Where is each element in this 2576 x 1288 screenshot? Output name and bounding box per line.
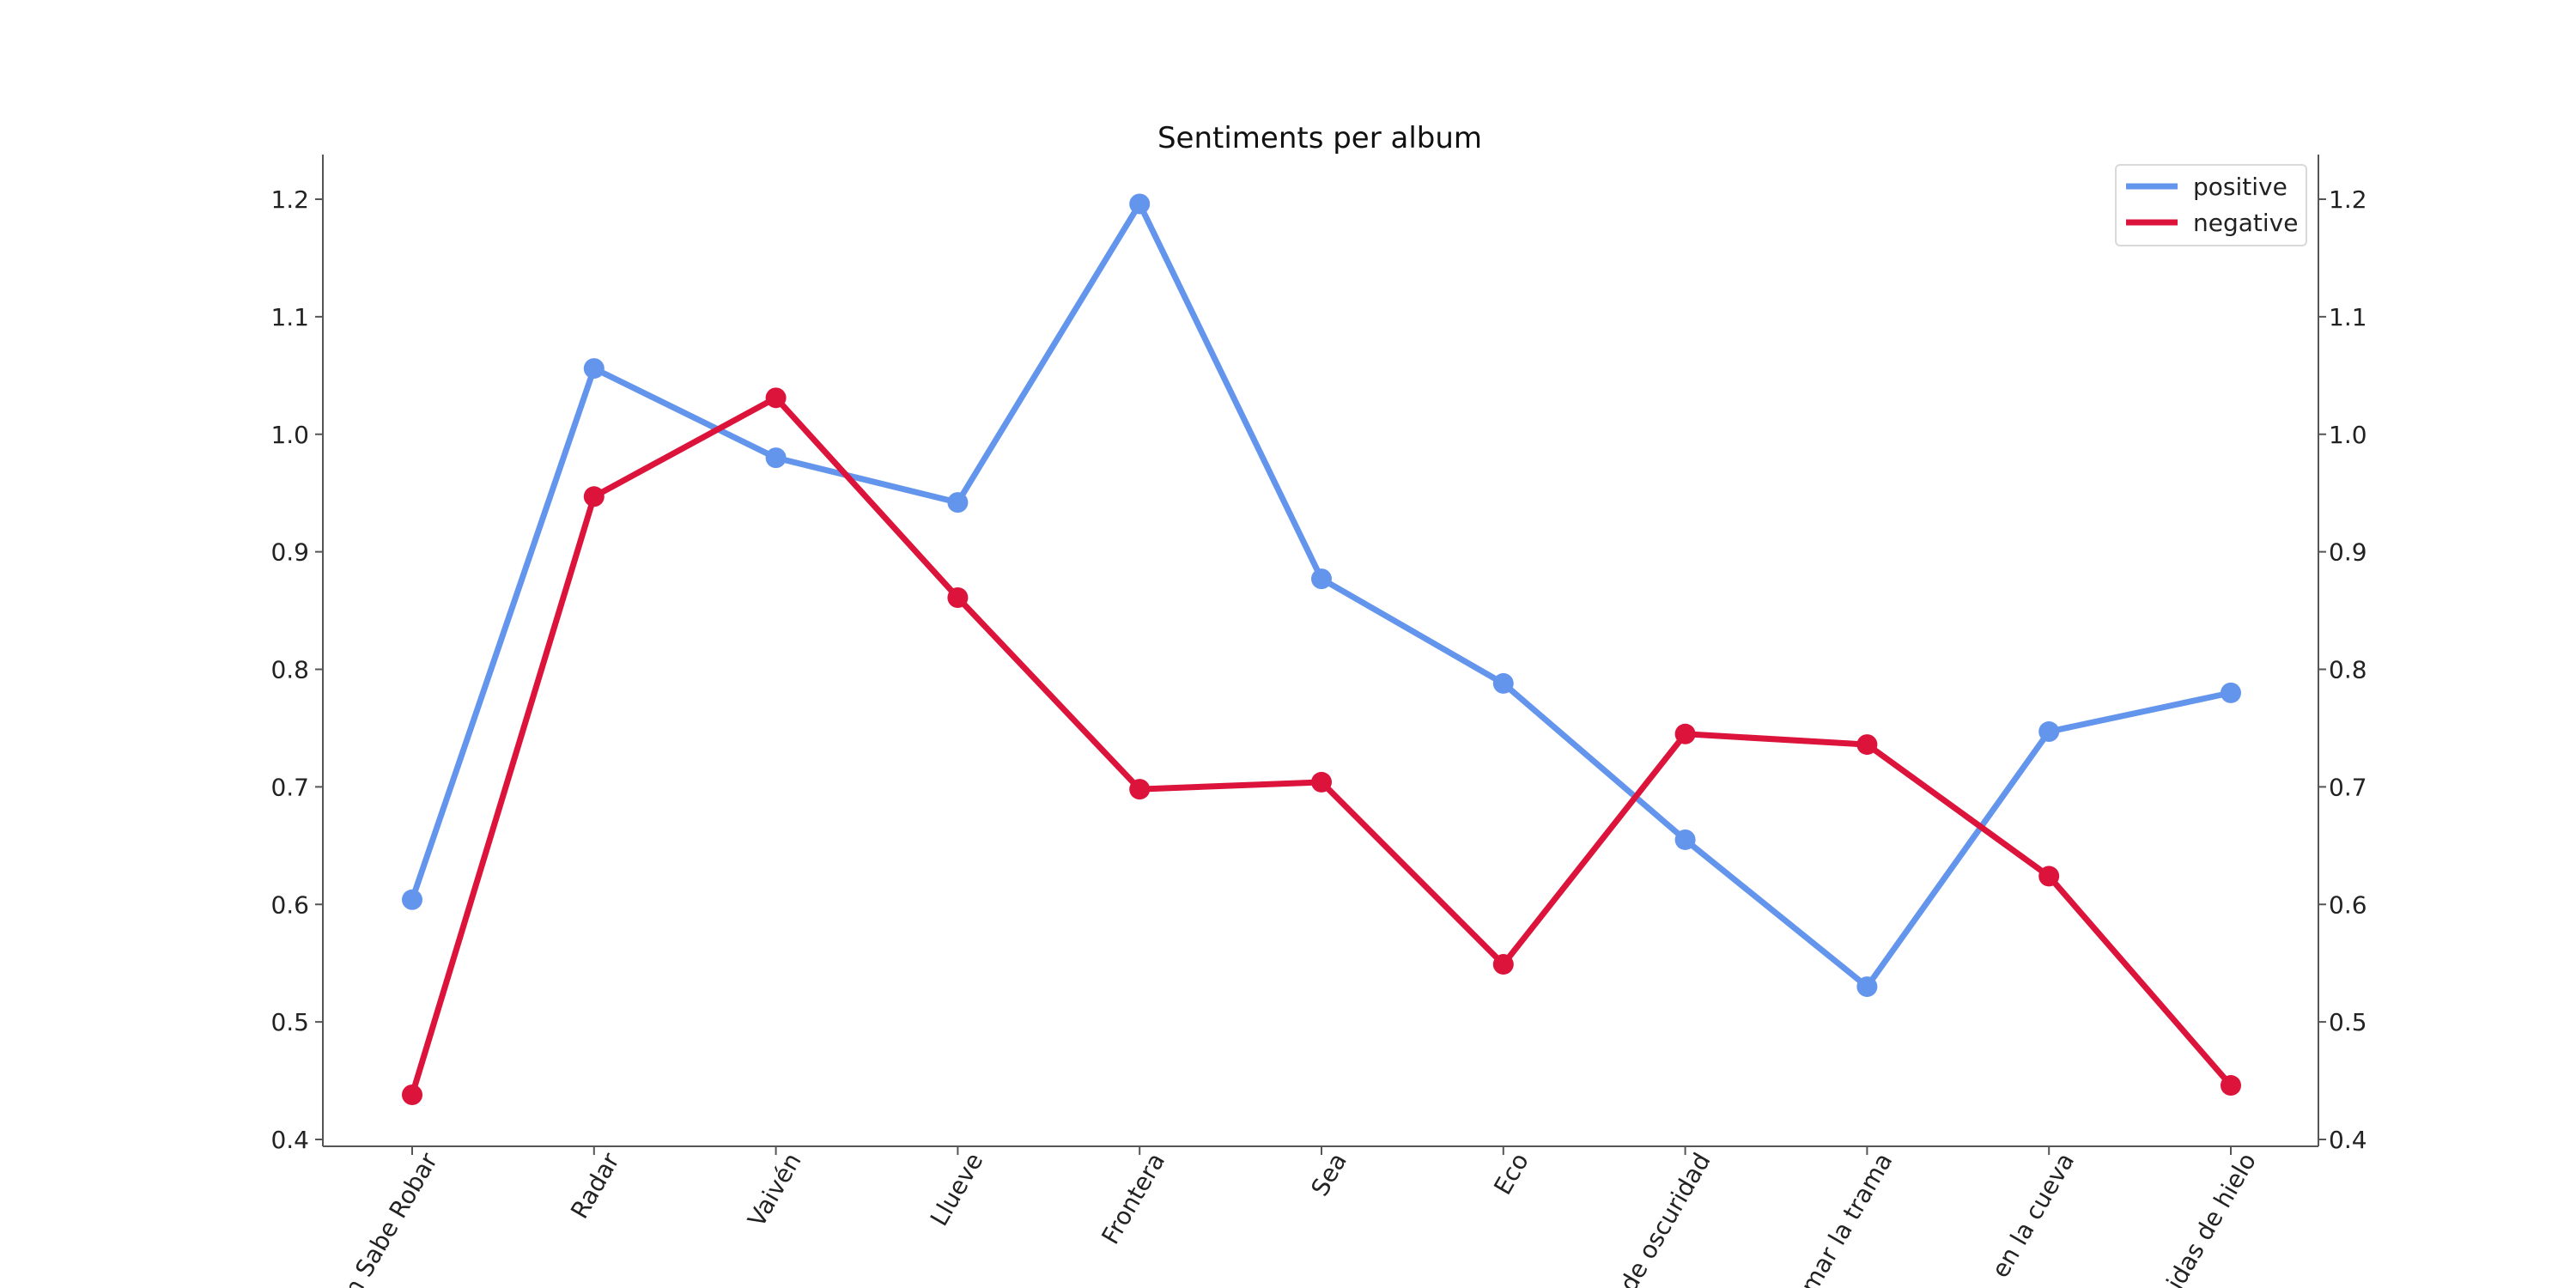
legend-label-negative: negative xyxy=(2193,209,2298,237)
x-tick-label: Quien Sabe Robar xyxy=(310,1148,443,1288)
y-tick-label: 0.6 xyxy=(270,890,309,919)
negative-point xyxy=(1311,771,1332,793)
x-tick-label: Sea xyxy=(1305,1148,1352,1201)
x-tick-label: idas de hielo xyxy=(2161,1148,2262,1288)
negative-point xyxy=(2038,866,2060,887)
positive-point xyxy=(2221,682,2241,703)
y-tick-label: 0.4 xyxy=(270,1126,309,1154)
negative-point xyxy=(765,387,787,409)
y-tick-label: 0.8 xyxy=(270,656,309,684)
positive-point xyxy=(2038,721,2060,743)
y-tick-label-right: 0.6 xyxy=(2329,890,2367,919)
y-tick-label: 1.1 xyxy=(270,303,309,331)
x-tick-label: en la cueva xyxy=(1986,1148,2080,1283)
y-tick-label-right: 0.8 xyxy=(2329,656,2367,684)
negative-point xyxy=(1674,723,1696,744)
y-tick-label-right: 0.5 xyxy=(2329,1008,2367,1036)
x-tick-label: mar la trama xyxy=(1795,1148,1899,1288)
negative-point xyxy=(947,587,969,609)
negative-point xyxy=(2221,1075,2241,1097)
y-tick-label-right: 0.9 xyxy=(2329,538,2367,567)
y-axis-left-ticks: 0.4 0.5 0.6 0.7 0.8 0.9 1.0 1.1 1.2 xyxy=(270,185,323,1154)
y-tick-label-right: 1.0 xyxy=(2329,421,2367,449)
positive-point xyxy=(1674,829,1696,850)
positive-point xyxy=(947,492,969,513)
negative-point xyxy=(583,486,605,507)
positive-point xyxy=(583,358,605,380)
x-tick-label: Frontera xyxy=(1096,1148,1170,1249)
x-tick-label: Eco xyxy=(1488,1148,1534,1200)
negative-point xyxy=(402,1084,422,1105)
positive-point xyxy=(1129,193,1151,215)
positive-line xyxy=(409,200,2232,990)
negative-line xyxy=(409,394,2233,1097)
y-tick-label: 0.7 xyxy=(270,773,309,801)
x-tick-label: Llueve xyxy=(925,1148,989,1230)
positive-point xyxy=(1856,976,1878,998)
axes xyxy=(322,155,2319,1147)
y-tick-label: 0.5 xyxy=(270,1008,309,1036)
series-negative xyxy=(402,387,2241,1105)
series-layer xyxy=(402,193,2241,1105)
y-tick-label-right: 1.2 xyxy=(2329,185,2367,214)
negative-point xyxy=(1492,954,1514,975)
x-tick-label: Radar xyxy=(565,1148,625,1224)
y-tick-label: 1.2 xyxy=(270,185,309,214)
positive-point xyxy=(765,447,787,469)
legend-label-positive: positive xyxy=(2193,173,2287,201)
negative-point xyxy=(1856,734,1878,756)
positive-point xyxy=(1311,568,1332,590)
y-tick-label-right: 0.7 xyxy=(2329,773,2367,801)
x-axis-ticks: Quien Sabe Robar Radar Vaivén Llueve Fronter… xyxy=(310,1146,2262,1288)
series-positive xyxy=(402,193,2241,998)
y-axis-right-ticks: 0.4 0.5 0.6 0.7 0.8 0.9 1.0 1.1 1.2 xyxy=(2318,185,2367,1154)
negative-point xyxy=(1129,779,1151,800)
y-tick-label: 1.0 xyxy=(270,421,309,449)
x-tick-label: de oscuridad xyxy=(1614,1148,1716,1288)
y-tick-label-right: 1.1 xyxy=(2329,303,2367,331)
x-tick-label: Vaivén xyxy=(742,1148,806,1231)
y-tick-label-right: 0.4 xyxy=(2329,1126,2367,1154)
chart-title: Sentiments per album xyxy=(1157,121,1482,155)
y-tick-label: 0.9 xyxy=(270,538,309,567)
positive-point xyxy=(402,889,422,910)
positive-point xyxy=(1492,672,1514,694)
legend: positive negative xyxy=(2115,164,2307,246)
